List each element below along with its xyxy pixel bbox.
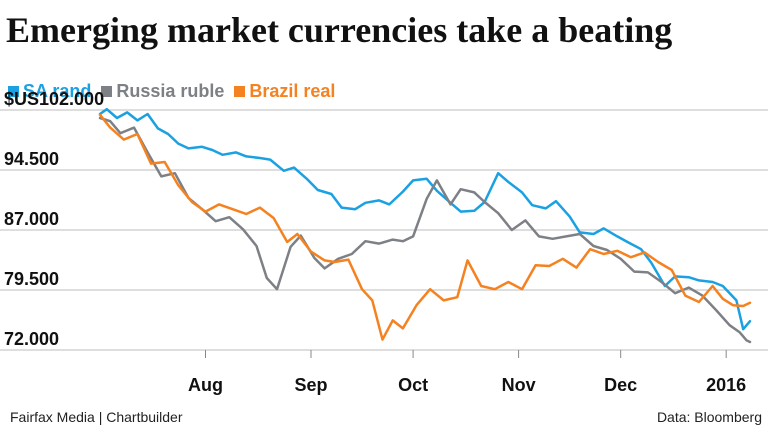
- legend-item-brazil-real: Brazil real: [234, 81, 335, 102]
- series-line-sa-rand: [98, 107, 752, 331]
- legend-item-russia-ruble: Russia ruble: [101, 81, 224, 102]
- series-line-russia-ruble: [98, 116, 752, 344]
- legend-swatch-russia-ruble: [101, 85, 113, 97]
- x-tick-label: Aug: [188, 375, 223, 395]
- x-tick-label: Nov: [502, 375, 536, 395]
- legend-label-brazil-real: Brazil real: [249, 80, 336, 101]
- y-tick-label: $US102.000: [4, 89, 104, 109]
- y-tick-label: 94.500: [4, 149, 59, 169]
- chart-legend: SA rand Russia ruble Brazil real: [8, 80, 335, 102]
- footer-credit: Fairfax Media | Chartbuilder: [10, 409, 183, 425]
- chart-title: Emerging market currencies take a beatin…: [6, 10, 673, 50]
- y-tick-label: 79.500: [4, 269, 59, 289]
- legend-label-sa-rand: SA rand: [23, 80, 92, 101]
- x-tick-label: Oct: [398, 375, 428, 395]
- series-line-brazil-real: [98, 113, 752, 341]
- y-tick-label: 72.000: [4, 329, 59, 349]
- legend-label-russia-ruble: Russia ruble: [116, 80, 225, 101]
- x-tick-label: Sep: [294, 375, 327, 395]
- legend-item-sa-rand: SA rand: [8, 81, 91, 102]
- legend-swatch-brazil-real: [234, 85, 246, 97]
- footer-source: Data: Bloomberg: [656, 409, 762, 425]
- legend-swatch-sa-rand: [8, 85, 19, 97]
- x-tick-label: Dec: [604, 375, 637, 395]
- x-tick-label: 2016: [706, 375, 746, 395]
- y-tick-label: 87.000: [4, 209, 59, 229]
